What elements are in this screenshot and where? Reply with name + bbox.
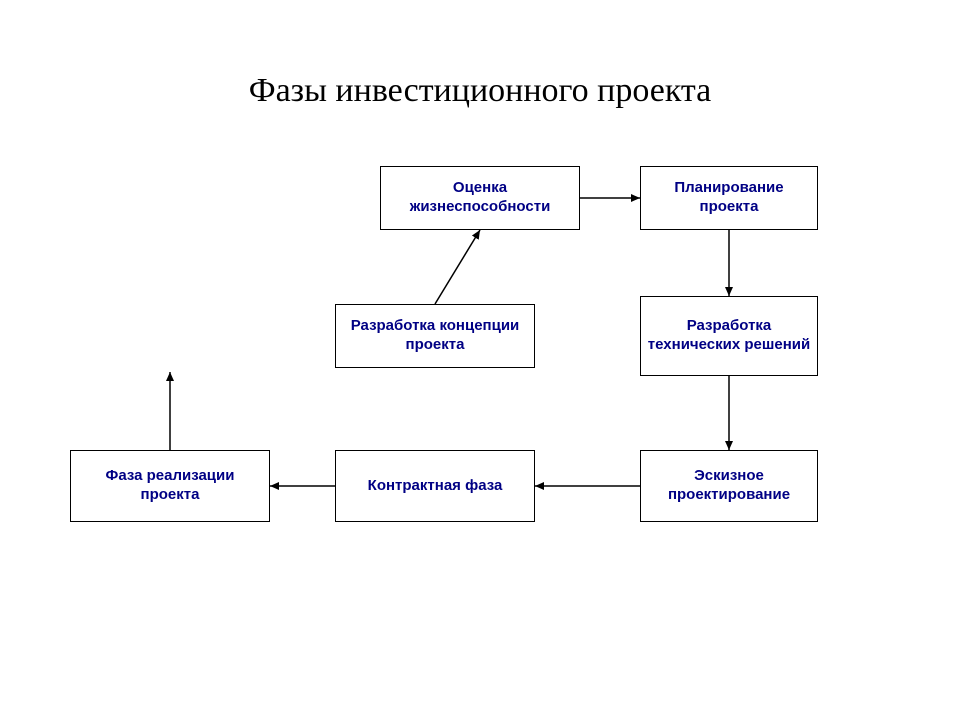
diagram-title: Фазы инвестиционного проекта	[0, 72, 960, 110]
flow-node-n6: Контрактная фаза	[335, 450, 535, 522]
diagram-canvas: Фазы инвестиционного проекта Оценка жизн…	[0, 0, 960, 720]
flow-node-n5: Эскизное проектирование	[640, 450, 818, 522]
flow-node-n2: Планирование проекта	[640, 166, 818, 230]
flow-node-n4: Разработка технических решений	[640, 296, 818, 376]
flow-node-n1: Оценка жизнеспособности	[380, 166, 580, 230]
flow-node-n3: Разработка концепции проекта	[335, 304, 535, 368]
flow-edge-0	[435, 230, 480, 304]
flow-node-n7: Фаза реализации проекта	[70, 450, 270, 522]
